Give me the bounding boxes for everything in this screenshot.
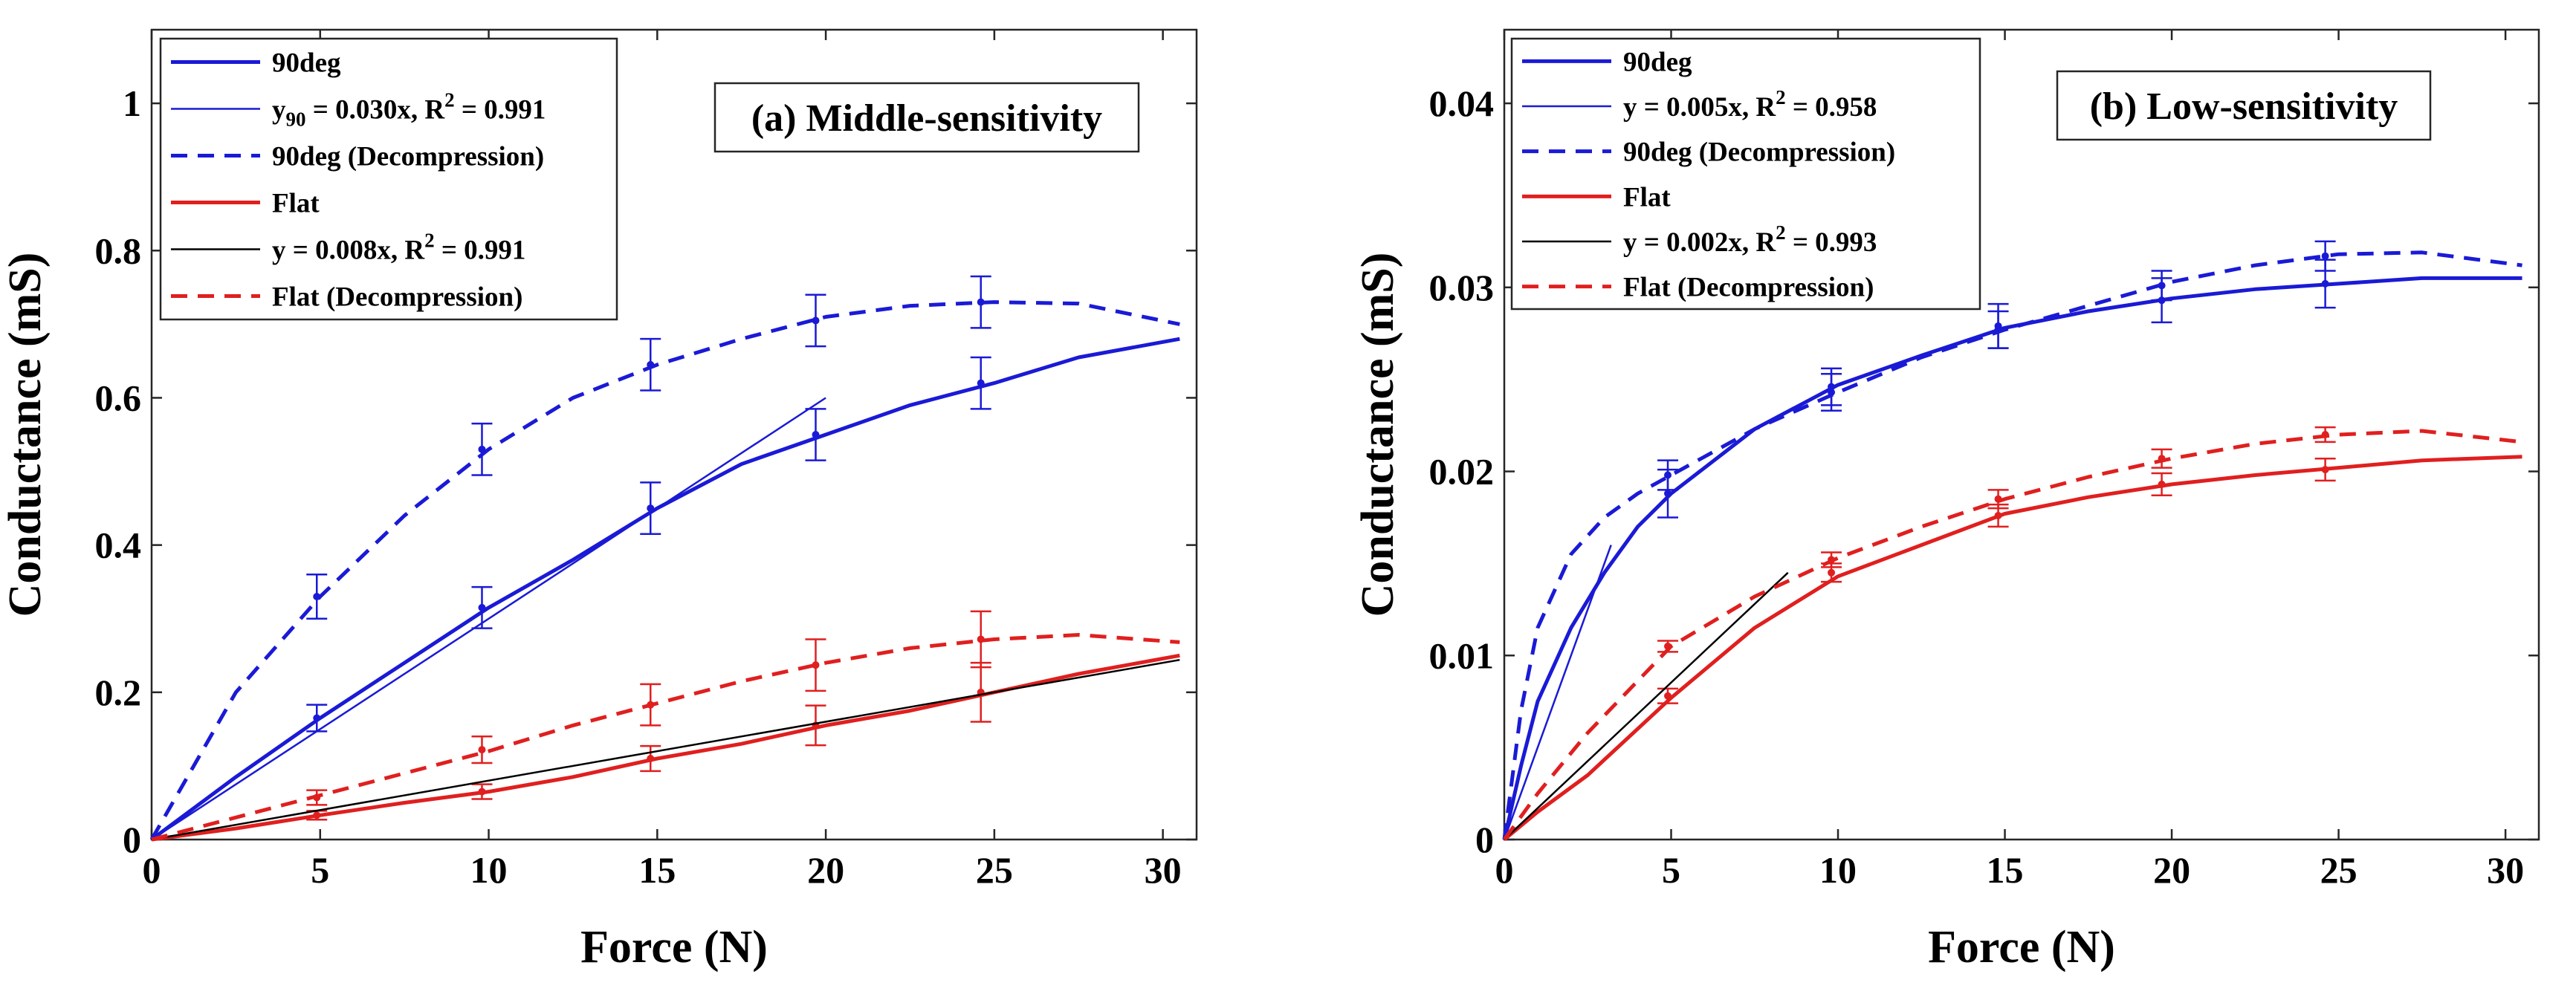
x-tick-label: 0: [1495, 849, 1514, 891]
legend-entry-4: y = 0.008x, R2 = 0.991: [272, 230, 525, 266]
series-line-5: [151, 633, 1180, 842]
y-tick-label: 0.6: [95, 377, 142, 418]
data-point: [812, 661, 820, 669]
panel-title-box: [713, 82, 1140, 153]
legend-entry-0: 90deg: [272, 48, 341, 79]
x-tick-label: 25: [2320, 849, 2357, 891]
x-tick-label: 20: [2153, 849, 2190, 891]
data-point: [977, 379, 985, 387]
data-point: [647, 360, 655, 368]
x-tick-label: 30: [2487, 849, 2524, 891]
data-point: [313, 811, 321, 819]
y-tick-label: 1: [123, 82, 141, 124]
data-point: [2158, 480, 2166, 488]
series-line-1: [151, 397, 826, 841]
x-tick-label: 20: [807, 849, 844, 891]
data-point: [1664, 692, 1672, 700]
data-point: [2158, 282, 2166, 290]
data-point: [977, 635, 985, 643]
data-point: [478, 445, 486, 453]
legend-entry-2: 90deg (Decompression): [272, 142, 544, 172]
x-tick-label: 30: [1145, 849, 1182, 891]
plot-frame: [1503, 28, 2540, 841]
x-tick-label: 15: [638, 849, 676, 891]
data-point: [1828, 568, 1836, 577]
data-point: [313, 793, 321, 802]
series-line-0: [150, 337, 1180, 842]
legend-entry-0: 90deg: [1623, 47, 1692, 77]
data-point: [478, 788, 486, 796]
data-point: [1828, 556, 1836, 564]
data-point: [812, 316, 820, 325]
series-line-0: [1502, 276, 2522, 840]
x-axis-label: Force (N): [1928, 922, 2115, 973]
y-tick-label: 0: [1475, 819, 1494, 860]
data-point: [647, 755, 655, 762]
series-line-4: [1504, 571, 1789, 840]
y-tick-label: 0.04: [1429, 82, 1495, 124]
series-line-5: [1502, 429, 2522, 841]
y-tick-label: 0.01: [1429, 634, 1495, 676]
data-point: [2321, 279, 2329, 288]
data-point: [812, 431, 820, 438]
legend-entry-2: 90deg (Decompression): [1623, 137, 1895, 168]
y-tick-label: 0: [123, 819, 141, 860]
series-line-4: [151, 658, 1180, 841]
x-tick-label: 5: [1662, 849, 1680, 891]
panel-title: (b) Low-sensitivity: [2090, 85, 2398, 128]
x-tick-label: 15: [1987, 849, 2024, 891]
x-tick-label: 5: [311, 849, 329, 891]
y-tick-label: 0.8: [95, 230, 142, 271]
legend-box: [1510, 37, 1981, 311]
data-point: [647, 701, 655, 709]
series-line-3: [1503, 455, 2522, 841]
legend-entry-4: y = 0.002x, R2 = 0.993: [1623, 221, 1877, 258]
series-line-2: [1502, 250, 2522, 840]
y-tick-label: 0.2: [95, 672, 142, 713]
legend-box: [159, 37, 618, 321]
data-point: [1664, 490, 1672, 498]
x-tick-label: 10: [1819, 849, 1857, 891]
data-point: [1664, 642, 1672, 650]
data-point: [1828, 389, 1836, 397]
panel-a-middle-sensitivity: 0 5 10 15 20 25 30 0 0.2 0.4 0.6 0.8 1 Force (N) Condu…: [0, 28, 1198, 973]
data-point: [647, 504, 655, 513]
series-line-1: [1503, 545, 1612, 840]
data-point: [977, 298, 985, 306]
y-axis-label: Conductance (mS): [1353, 253, 1403, 617]
data-point: [1994, 325, 2002, 334]
data-point: [313, 593, 321, 600]
legend-entry-5: Flat (Decompression): [1623, 273, 1874, 303]
plot-frame: [150, 28, 1198, 841]
x-axis-label: Force (N): [580, 922, 768, 973]
data-point: [478, 746, 486, 754]
x-tick-label: 0: [143, 849, 161, 891]
data-point: [1994, 512, 2002, 519]
y-axis-label: Conductance (mS): [0, 253, 51, 617]
data-point: [2321, 431, 2329, 438]
legend-entry-3: Flat: [272, 189, 320, 219]
data-point: [2158, 455, 2166, 463]
y-tick-label: 0.03: [1429, 267, 1495, 308]
data-point: [1664, 471, 1672, 479]
data-point: [2321, 466, 2329, 474]
legend-entry-5: Flat (Decompression): [272, 282, 522, 313]
y-tick-label: 0.4: [95, 525, 142, 566]
legend-entry-3: Flat: [1623, 182, 1671, 212]
data-point: [1994, 495, 2002, 503]
panel-title: (a) Middle-sensitivity: [751, 97, 1102, 140]
panel-b-low-sensitivity: 0 5 10 15 20 25 30 0 0.01 0.02 0.03 0.04 Force (N) Co…: [1353, 28, 2540, 973]
data-point: [313, 714, 321, 722]
x-tick-label: 25: [976, 849, 1013, 891]
y-tick-label: 0.02: [1429, 451, 1495, 493]
data-point: [478, 603, 486, 611]
data-point: [2321, 252, 2329, 260]
panel-title-box: [2056, 70, 2432, 141]
legend-entry-1: y90 = 0.030x, R2 = 0.991: [272, 89, 546, 131]
x-tick-label: 10: [470, 849, 508, 891]
legend-entry-1: y = 0.005x, R2 = 0.958: [1623, 86, 1877, 123]
